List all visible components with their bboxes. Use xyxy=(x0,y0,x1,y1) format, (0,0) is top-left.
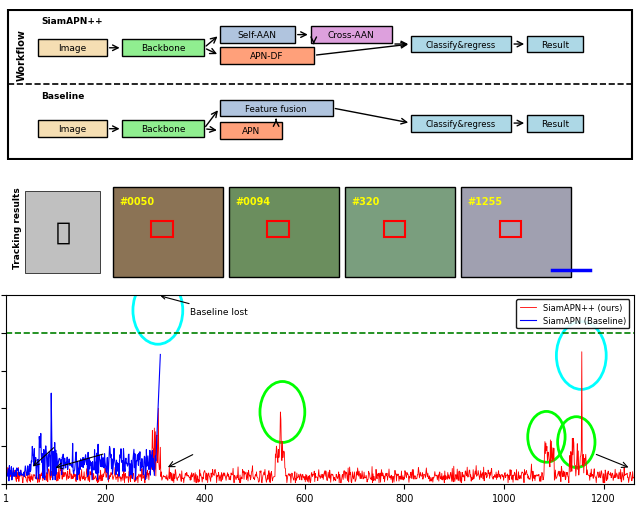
SiamAPN++ (ours) xyxy=(578,349,586,355)
SiamAPN++ (ours) xyxy=(508,476,516,483)
Text: Self-AAN: Self-AAN xyxy=(238,31,276,40)
SiamAPN (Baseline) xyxy=(20,473,28,479)
FancyBboxPatch shape xyxy=(411,37,511,53)
SiamAPN++ (ours) xyxy=(337,480,345,486)
Text: Cross-AAN: Cross-AAN xyxy=(328,31,375,40)
FancyBboxPatch shape xyxy=(220,100,333,117)
SiamAPN (Baseline) xyxy=(144,453,152,459)
SiamAPN (Baseline) xyxy=(51,477,59,483)
Text: APN: APN xyxy=(242,127,260,136)
SiamAPN (Baseline) xyxy=(70,470,77,476)
SiamAPN (Baseline) xyxy=(157,352,164,358)
Text: 🚁: 🚁 xyxy=(55,220,70,244)
Text: Image: Image xyxy=(58,44,86,53)
Text: #320: #320 xyxy=(351,196,380,207)
SiamAPN++ (ours) xyxy=(19,480,27,486)
FancyBboxPatch shape xyxy=(310,27,392,44)
Bar xyxy=(268,221,289,237)
FancyBboxPatch shape xyxy=(527,37,584,53)
Text: Workflow: Workflow xyxy=(17,30,27,81)
Text: #0050: #0050 xyxy=(119,196,154,207)
SiamAPN++ (ours) xyxy=(156,465,164,471)
SiamAPN++ (ours) xyxy=(630,475,637,481)
Text: SiamAPN++: SiamAPN++ xyxy=(41,17,102,26)
FancyBboxPatch shape xyxy=(220,123,282,140)
Text: #1255: #1255 xyxy=(467,196,502,207)
Text: Feature fusion: Feature fusion xyxy=(245,104,307,114)
FancyBboxPatch shape xyxy=(411,116,511,132)
SiamAPN (Baseline) xyxy=(45,463,52,469)
FancyBboxPatch shape xyxy=(38,121,107,138)
Text: Result: Result xyxy=(541,119,569,128)
Bar xyxy=(500,221,522,237)
Text: Backbone: Backbone xyxy=(141,44,186,53)
Bar xyxy=(229,187,339,278)
SiamAPN (Baseline) xyxy=(5,478,13,484)
Text: Baseline lost: Baseline lost xyxy=(162,296,248,317)
SiamAPN++ (ours) xyxy=(96,473,104,479)
Text: Baseline: Baseline xyxy=(41,92,84,101)
Bar xyxy=(152,221,173,237)
SiamAPN (Baseline) xyxy=(76,466,84,472)
FancyBboxPatch shape xyxy=(220,48,314,65)
Bar xyxy=(345,187,455,278)
SiamAPN++ (ours) xyxy=(3,466,10,472)
Text: Backbone: Backbone xyxy=(141,125,186,134)
Text: APN-DF: APN-DF xyxy=(250,52,284,61)
Bar xyxy=(461,187,571,278)
FancyBboxPatch shape xyxy=(122,121,204,138)
Legend: SiamAPN++ (ours), SiamAPN (Baseline): SiamAPN++ (ours), SiamAPN (Baseline) xyxy=(516,300,629,329)
FancyBboxPatch shape xyxy=(122,40,204,57)
Bar xyxy=(113,187,223,278)
SiamAPN++ (ours) xyxy=(432,473,440,479)
SiamAPN (Baseline) xyxy=(3,463,10,469)
Bar xyxy=(25,192,100,273)
FancyBboxPatch shape xyxy=(38,40,107,57)
FancyBboxPatch shape xyxy=(220,27,295,44)
Text: #0094: #0094 xyxy=(236,196,271,207)
Text: Tracking results: Tracking results xyxy=(13,187,22,269)
Text: Result: Result xyxy=(541,40,569,49)
Bar xyxy=(383,221,406,237)
SiamAPN++ (ours) xyxy=(447,471,454,477)
Line: SiamAPN++ (ours): SiamAPN++ (ours) xyxy=(6,352,634,483)
FancyBboxPatch shape xyxy=(527,116,584,132)
Text: Image: Image xyxy=(58,125,86,134)
Text: Classify&regress: Classify&regress xyxy=(426,40,496,49)
Text: Classify&regress: Classify&regress xyxy=(426,119,496,128)
Line: SiamAPN (Baseline): SiamAPN (Baseline) xyxy=(6,355,161,481)
